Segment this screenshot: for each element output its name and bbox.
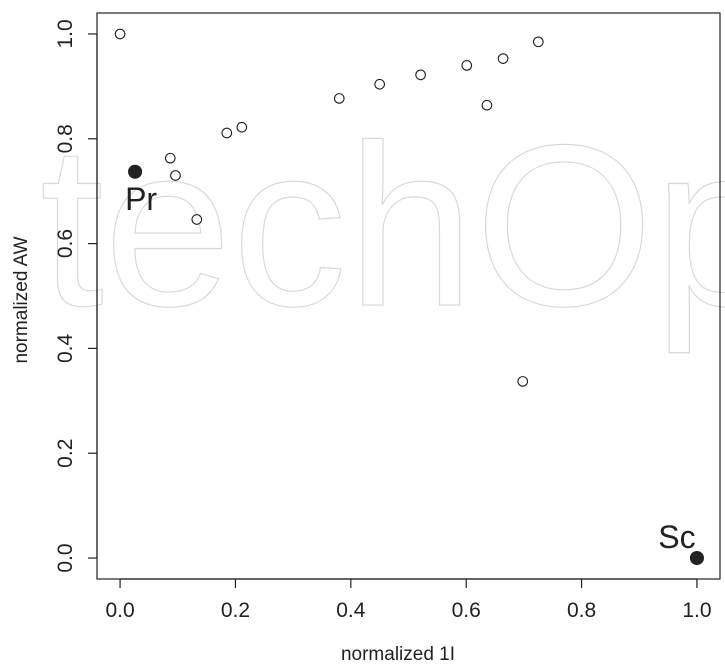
data-point xyxy=(191,214,203,225)
data-point xyxy=(236,121,248,133)
x-tick-label: 0.0 xyxy=(105,599,134,622)
data-point xyxy=(333,93,345,104)
x-tick-label: 0.8 xyxy=(567,599,596,622)
highlight-point xyxy=(689,550,704,566)
y-axis: 0.0 0.2 0.4 0.6 0.8 1.0 xyxy=(54,19,98,573)
data-point xyxy=(170,170,181,181)
point-label: Pr xyxy=(125,181,157,217)
y-tick-label: 0.2 xyxy=(54,439,77,468)
y-tick-label: 1.0 xyxy=(54,19,77,48)
x-tick-label: 0.4 xyxy=(336,599,366,622)
y-tick-label: 0.8 xyxy=(54,124,77,153)
y-axis-title: normalized AW xyxy=(11,236,32,363)
data-point xyxy=(164,152,176,164)
highlight-point xyxy=(128,164,143,179)
y-tick-label: 0.4 xyxy=(54,333,77,363)
y-tick-label: 0.0 xyxy=(54,543,77,572)
data-point xyxy=(481,99,493,111)
point-label: Sc xyxy=(658,519,695,555)
data-point xyxy=(497,53,509,64)
data-point xyxy=(374,78,386,90)
x-axis: 0.0 0.2 0.4 0.6 0.8 1.0 xyxy=(105,578,712,622)
data-point xyxy=(517,376,529,387)
data-point xyxy=(415,69,426,81)
data-point xyxy=(532,36,544,48)
data-point xyxy=(461,60,473,71)
data-point xyxy=(114,28,126,40)
x-tick-label: 0.2 xyxy=(221,599,250,622)
y-tick-label: 0.6 xyxy=(54,229,77,258)
watermark: techOpen xyxy=(40,97,725,354)
data-points: Pr Sc xyxy=(114,28,704,566)
x-tick-label: 0.6 xyxy=(452,599,481,622)
data-point xyxy=(221,127,233,139)
x-axis-title: normalized 1I xyxy=(341,644,455,665)
x-tick-label: 1.0 xyxy=(682,599,711,622)
